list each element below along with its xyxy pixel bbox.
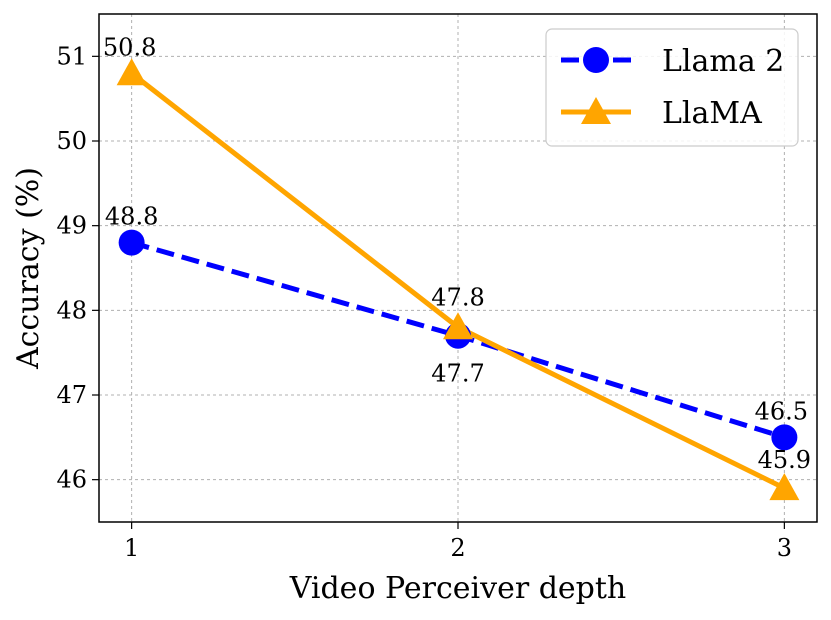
x-axis-label: Video Perceiver depth: [289, 571, 627, 606]
y-tick-label: 49: [56, 212, 87, 240]
data-point-triangle: [769, 473, 800, 501]
legend-box: [545, 28, 799, 147]
legend-marker-triangle-icon: [581, 97, 611, 124]
y-tick-label: 48: [56, 296, 87, 324]
data-label: 48.8: [105, 203, 158, 231]
legend: Llama 2 LlaMA: [545, 28, 799, 147]
data-label: 47.8: [431, 283, 484, 311]
data-label: 50.8: [103, 33, 156, 61]
legend-marker-circle-icon: [583, 47, 609, 73]
y-tick-label: 46: [56, 466, 87, 494]
x-tick-label: 1: [124, 534, 139, 562]
data-point-triangle: [443, 312, 473, 340]
legend-label-llama: LlaMA: [662, 96, 762, 131]
y-tick-label: 50: [56, 127, 87, 155]
data-point-circle: [771, 424, 798, 451]
y-tick-label: 47: [56, 381, 87, 409]
x-tick-label: 2: [450, 534, 465, 562]
data-point-triangle: [116, 58, 147, 86]
data-label: 46.5: [755, 397, 808, 425]
data-label: 45.9: [758, 446, 811, 474]
y-axis-label: Accuracy (%): [11, 167, 46, 370]
x-tick-label: 3: [777, 534, 792, 562]
data-label: 47.7: [431, 360, 484, 388]
tick-layer: 1 2 3 46 47 48 49 50 51: [56, 42, 792, 562]
y-tick-label: 51: [56, 42, 87, 70]
data-point-circle: [118, 229, 145, 256]
series-layer: [116, 58, 800, 501]
data-label-layer: 48.8 47.7 46.5 50.8 47.8 45.9: [103, 33, 811, 474]
legend-label-llama2: Llama 2: [662, 44, 784, 79]
